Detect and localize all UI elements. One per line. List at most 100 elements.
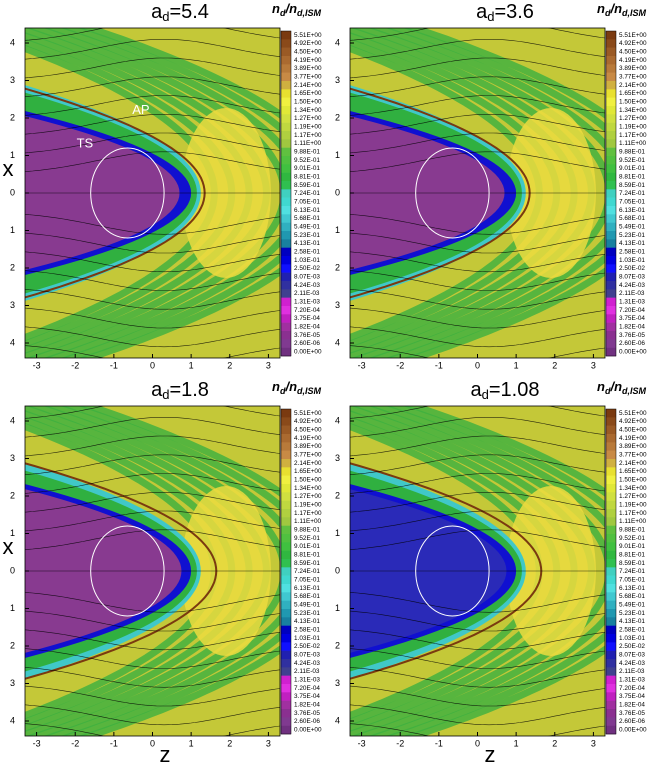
colorbar-label: 1.34E+00 — [619, 107, 647, 114]
colorbar-swatch — [281, 534, 291, 543]
colorbar-label: 4.24E-03 — [294, 660, 320, 667]
streamline — [350, 723, 605, 736]
stripe — [350, 406, 605, 736]
colorbar-label: 1.11E+00 — [619, 140, 647, 147]
colorbar-swatch — [281, 339, 291, 348]
x-tick-label: 0 — [150, 738, 155, 748]
colorbar-label: 1.82E-04 — [294, 702, 320, 709]
colorbar-label: 7.24E-01 — [619, 190, 645, 197]
colorbar-swatch — [606, 667, 616, 676]
colorbar-label: 2.14E+00 — [619, 460, 647, 467]
x-tick-label: 0 — [150, 360, 155, 370]
colorbar-label: 5.49E-01 — [619, 224, 645, 231]
title-base: a — [471, 379, 483, 401]
streamline — [350, 326, 605, 348]
colorbar-label: 2.58E-01 — [294, 627, 320, 634]
streamline — [25, 529, 280, 551]
x-tick-label: -1 — [435, 360, 443, 370]
colorbar-label: 1.27E+00 — [294, 493, 322, 500]
y-tick-label: 1 — [335, 603, 340, 613]
colorbar-swatch — [606, 534, 616, 543]
colorbar-label: 7.05E-01 — [294, 199, 320, 206]
colorbar-swatch — [606, 717, 616, 726]
colorbar-label: 1.65E+00 — [294, 468, 322, 475]
streamline — [350, 114, 605, 135]
colorbar-label: 5.23E-01 — [619, 232, 645, 239]
y-tick-label: 1 — [10, 225, 15, 235]
colorbar-swatch — [606, 81, 616, 90]
colorbar-label: 4.92E+00 — [619, 418, 647, 425]
colorbar-swatch — [606, 31, 616, 40]
colorbar-swatch — [281, 675, 291, 685]
colorbar-swatch — [606, 272, 616, 282]
colorbar-swatch — [606, 131, 616, 140]
x-tick-label: 2 — [552, 738, 557, 748]
colorbar-label: 1.31E-03 — [294, 677, 320, 684]
colorbar-swatch — [606, 306, 616, 315]
y-tick-label: 4 — [335, 415, 340, 425]
colorbar-swatch — [606, 322, 616, 332]
colorbar-label: 7.24E-01 — [619, 568, 645, 575]
streamline — [25, 114, 280, 135]
colorbar-label: 6.13E-01 — [294, 585, 320, 592]
colorbar-swatch — [281, 584, 291, 593]
colorbar-swatch — [281, 709, 291, 718]
streamline — [350, 288, 605, 310]
colorbar-label: 5.51E+00 — [619, 410, 647, 417]
streamline — [25, 326, 280, 348]
y-tick-label: 1 — [335, 225, 340, 235]
stripe — [385, 28, 605, 358]
colorbar-swatch — [281, 517, 291, 526]
colorbar-label: 5.51E+00 — [619, 32, 647, 39]
x-tick-label: 3 — [591, 360, 596, 370]
stripe — [402, 28, 605, 358]
colorbar-label: 5.23E-01 — [619, 610, 645, 617]
colorbar-title: nd/nd,ISM — [597, 1, 647, 18]
y-tick-label: 3 — [335, 453, 340, 463]
streamline — [350, 76, 605, 98]
y-tick-label: 3 — [335, 300, 340, 310]
colorbar-label: 1.50E+00 — [294, 99, 322, 106]
colorbar-label: 8.07E-03 — [619, 274, 645, 281]
streamline — [350, 704, 605, 726]
colorbar-label: 2.11E-03 — [619, 290, 645, 297]
stripe — [25, 28, 280, 358]
x-tick-label: -1 — [435, 738, 443, 748]
streamline — [25, 406, 280, 419]
colorbar-label: 4.50E+00 — [619, 427, 647, 434]
colorbar-swatch — [606, 181, 616, 190]
colorbar-label: 1.19E+00 — [619, 502, 647, 509]
panel-title: ad=1.08 — [471, 379, 540, 402]
colorbar-label: 4.50E+00 — [294, 427, 322, 434]
colorbar-swatch — [281, 222, 291, 232]
colorbar-swatch — [281, 64, 291, 73]
colorbar-swatch — [606, 634, 616, 643]
streamline — [350, 417, 605, 438]
colorbar-swatch — [606, 600, 616, 610]
colorbar-swatch — [281, 281, 291, 290]
x-tick-label: 0 — [475, 360, 480, 370]
title-sub: d — [482, 387, 489, 402]
colorbar-swatch — [281, 484, 291, 493]
streamline — [350, 28, 605, 41]
x-tick-label: 3 — [266, 360, 271, 370]
colorbar-label: 5.23E-01 — [294, 610, 320, 617]
colorbar-swatch — [281, 289, 291, 298]
colorbar-swatch — [606, 650, 616, 660]
cb-title-sub2: d,ISM — [297, 386, 322, 396]
colorbar-label: 4.92E+00 — [619, 40, 647, 47]
colorbar-swatch — [606, 247, 616, 257]
streamline — [25, 666, 280, 688]
colorbar-swatch — [606, 484, 616, 493]
x-axis-label: z — [485, 742, 496, 767]
colorbar-swatch — [606, 500, 616, 510]
y-axis-label: x — [3, 156, 14, 181]
streamline — [350, 57, 605, 79]
y-tick-label: 2 — [335, 112, 340, 122]
colorbar-label: 7.20E-04 — [619, 685, 645, 692]
streamline — [25, 685, 280, 707]
streamline — [350, 132, 605, 154]
colorbar-label: 4.50E+00 — [619, 49, 647, 56]
colorbar-swatch — [281, 600, 291, 610]
colorbar-label: 3.77E+00 — [619, 74, 647, 81]
